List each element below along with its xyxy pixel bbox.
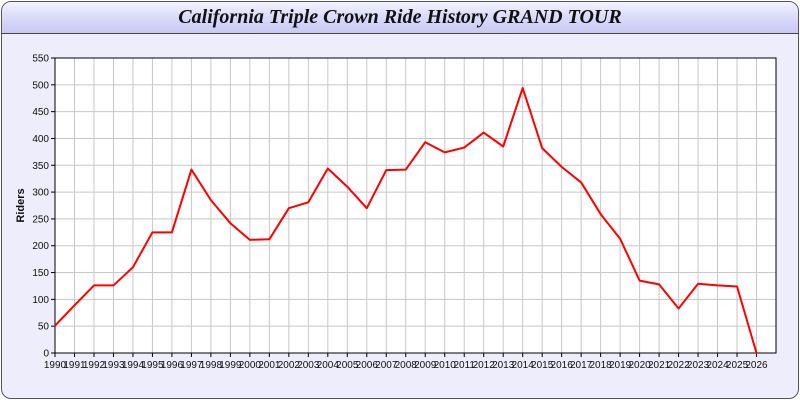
x-tick-label: 2022: [667, 360, 690, 371]
y-tick-label: 350: [32, 161, 49, 172]
x-tick-label: 2019: [609, 360, 632, 371]
x-tick-label: 2006: [356, 360, 379, 371]
x-tick-label: 1994: [122, 360, 145, 371]
x-tick-label: 2011: [453, 360, 475, 371]
x-tick-label: 2009: [414, 360, 437, 371]
data-point: [482, 131, 485, 134]
data-point: [580, 181, 582, 184]
data-point: [190, 168, 193, 171]
x-tick-label: 2015: [531, 360, 554, 371]
y-tick-label: 550: [32, 54, 49, 65]
x-tick-label: 2025: [726, 360, 749, 371]
data-point: [171, 231, 173, 234]
y-tick-label: 250: [32, 214, 49, 225]
data-point: [73, 304, 76, 307]
data-point: [697, 283, 699, 285]
y-tick-label: 150: [32, 268, 49, 279]
plot-border: [54, 57, 777, 354]
y-tick-label: 450: [32, 107, 49, 118]
data-point: [541, 147, 543, 149]
y-tick-label: 100: [32, 295, 49, 306]
data-point: [93, 284, 95, 287]
data-point: [249, 239, 251, 241]
y-tick-label: 0: [43, 349, 49, 360]
x-tick-label: 2005: [336, 360, 359, 371]
data-point: [404, 168, 407, 171]
data-point: [599, 213, 602, 215]
data-point: [463, 146, 466, 149]
data-point: [677, 307, 680, 310]
y-tick-label: 50: [38, 322, 50, 333]
data-point: [502, 145, 504, 148]
data-point: [736, 285, 738, 288]
y-tick-label: 200: [32, 241, 49, 252]
data-point: [132, 266, 134, 268]
x-tick-label: 2003: [297, 360, 320, 371]
x-tick-label: 2010: [434, 360, 457, 371]
x-tick-label: 2020: [628, 360, 651, 371]
data-point: [424, 141, 427, 144]
y-tick-label: 400: [32, 134, 49, 145]
x-tick-label: 2017: [570, 360, 593, 371]
y-tick-label: 300: [32, 188, 49, 199]
data-point: [619, 237, 621, 240]
data-point: [385, 169, 388, 171]
data-point: [112, 284, 115, 287]
data-point: [229, 222, 232, 224]
x-tick-label: 2004: [317, 360, 340, 371]
data-point: [54, 324, 56, 327]
data-point: [638, 279, 641, 282]
data-point: [327, 167, 329, 170]
x-tick-label: 2001: [258, 360, 281, 371]
x-tick-label: 1999: [219, 360, 242, 371]
x-tick-label: 1996: [161, 360, 184, 371]
data-point: [346, 185, 349, 188]
data-point: [443, 151, 446, 154]
data-point: [210, 199, 212, 201]
x-tick-label: 2018: [589, 360, 612, 371]
data-point: [560, 166, 563, 168]
data-point: [268, 238, 271, 241]
x-tick-label: 2007: [375, 360, 398, 371]
x-tick-label: 2000: [239, 360, 262, 371]
y-axis-label: Riders: [15, 188, 27, 222]
x-tick-label: 2012: [473, 360, 496, 371]
x-tick-label: 2023: [687, 360, 710, 371]
x-tick-label: 2002: [278, 360, 301, 371]
data-point: [365, 207, 368, 209]
x-tick-label: 2021: [648, 360, 671, 371]
data-point: [658, 283, 660, 286]
x-tick-label: 1992: [83, 360, 106, 371]
x-tick-label: 2014: [512, 360, 535, 371]
data-point: [521, 87, 524, 89]
x-tick-label: 2008: [395, 360, 418, 371]
x-tick-label: 1993: [102, 360, 125, 371]
y-tick-label: 500: [32, 80, 49, 91]
data-point: [151, 231, 154, 234]
x-tick-label: 1998: [200, 360, 223, 371]
x-tick-label: 1995: [141, 360, 164, 371]
data-point: [288, 207, 290, 209]
data-point: [755, 352, 758, 354]
plot-area: [55, 58, 776, 353]
chart-title: California Triple Crown Ride History GRA…: [178, 6, 622, 28]
x-tick-label: 2026: [745, 360, 768, 371]
data-point: [716, 284, 719, 287]
x-tick-label: 1991: [63, 360, 86, 371]
title-bar: California Triple Crown Ride History GRA…: [2, 2, 798, 34]
x-tick-label: 1990: [44, 360, 67, 371]
x-tick-label: 1997: [180, 360, 203, 371]
x-tick-label: 2024: [706, 360, 729, 371]
x-tick-label: 2016: [551, 360, 574, 371]
data-point: [307, 201, 310, 204]
x-tick-label: 2013: [492, 360, 515, 371]
